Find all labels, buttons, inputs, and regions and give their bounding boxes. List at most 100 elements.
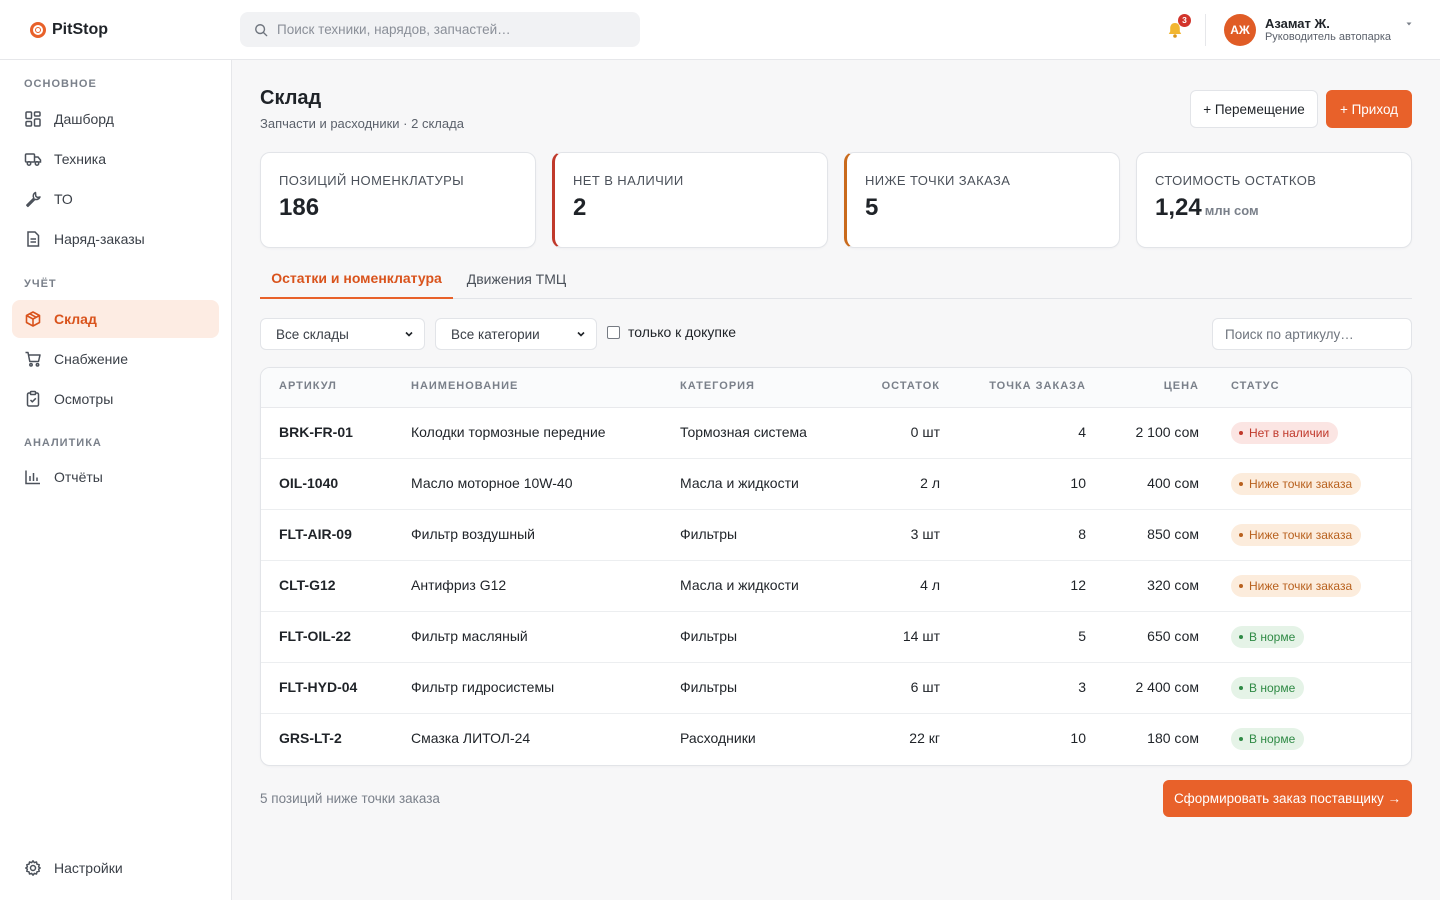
create-supplier-order-button[interactable]: Сформировать заказ поставщику → xyxy=(1163,780,1412,817)
status-badge: Ниже точки заказа xyxy=(1231,473,1362,495)
box-icon xyxy=(25,311,41,327)
cell-stock: 22 кг xyxy=(909,730,940,746)
cell-name: Фильтр воздушный xyxy=(411,526,535,542)
warehouse-select[interactable]: Все склады xyxy=(260,318,425,350)
reorder-only-filter[interactable]: только к докупке xyxy=(607,324,736,340)
column-header-name[interactable]: НАИМЕНОВАНИЕ xyxy=(411,380,519,392)
cell-name: Фильтр масляный xyxy=(411,628,528,644)
pitstop-logo-icon xyxy=(30,21,46,38)
table-row[interactable]: GRS-LT-2 Смазка ЛИТОЛ-24 Расходники 22 кг 10… xyxy=(261,714,1411,765)
cell-stock: 2 л xyxy=(920,475,940,491)
sidebar-item-procurement[interactable]: Снабжение xyxy=(12,340,219,378)
column-header-price[interactable]: ЦЕНА xyxy=(1163,380,1199,392)
sidebar-item-reports[interactable]: Отчёты xyxy=(12,458,219,496)
truck-icon xyxy=(24,153,42,166)
reorder-only-checkbox[interactable] xyxy=(607,325,620,339)
table-row[interactable]: OIL-1040 Масло моторное 10W-40 Масла и жид… xyxy=(261,459,1411,510)
sidebar-item-label: Снабжение xyxy=(54,351,128,367)
cell-category: Масла и жидкости xyxy=(680,577,799,593)
table-header: АРТИКУЛ НАИМЕНОВАНИЕ КАТЕГОРИЯ ОСТАТОК Т… xyxy=(261,368,1411,408)
sidebar-item-warehouse[interactable]: Склад xyxy=(12,300,219,338)
kpi-value: 5 xyxy=(865,194,879,221)
status-label: В норме xyxy=(1249,681,1296,695)
cell-sku: OIL-1040 xyxy=(279,475,339,491)
reorder-only-label: только к докупке xyxy=(628,324,737,340)
sidebar-item-work-orders[interactable]: Наряд-заказы xyxy=(12,220,219,258)
category-select-value: Все категории xyxy=(451,326,540,342)
cell-category: Масла и жидкости xyxy=(680,475,799,491)
status-badge: В норме xyxy=(1231,728,1305,750)
page-title: Склад xyxy=(260,87,322,109)
status-dot-icon xyxy=(1239,686,1243,690)
notification-count-badge: 3 xyxy=(1177,13,1191,27)
cell-sku: FLT-OIL-22 xyxy=(279,628,352,644)
status-label: В норме xyxy=(1249,630,1296,644)
cell-reorder-point: 5 xyxy=(1078,628,1086,644)
user-name: Азамат Ж. xyxy=(1264,15,1330,31)
table-row[interactable]: BRK-FR-01 Колодки тормозные передние Тормо… xyxy=(261,408,1411,459)
table-row[interactable]: FLT-HYD-04 Фильтр гидросистемы Фильтры 6 шт… xyxy=(261,663,1411,714)
transfer-button[interactable]: + Перемещение xyxy=(1190,90,1318,128)
column-header-stock[interactable]: ОСТАТОК xyxy=(881,380,940,392)
sidebar: ОСНОВНОЕ Дашборд Техника ТО Наряд-заказы… xyxy=(0,60,232,900)
status-label: Нет в наличии xyxy=(1249,426,1330,440)
warehouse-select-value: Все склады xyxy=(276,326,349,342)
sidebar-item-vehicles[interactable]: Техника xyxy=(12,140,219,178)
cell-sku: FLT-HYD-04 xyxy=(279,679,358,695)
column-header-category[interactable]: КАТЕГОРИЯ xyxy=(680,380,755,392)
global-search-input[interactable] xyxy=(277,22,617,37)
kpi-label: СТОИМОСТЬ ОСТАТКОВ xyxy=(1155,173,1317,188)
cell-sku: BRK-FR-01 xyxy=(279,424,353,440)
page-subtitle: Запчасти и расходники · 2 склада xyxy=(260,116,464,131)
status-badge: В норме xyxy=(1231,677,1305,699)
status-label: Ниже точки заказа xyxy=(1249,579,1353,593)
sidebar-item-label: Техника xyxy=(54,151,107,167)
notifications-button[interactable]: 3 xyxy=(1165,13,1191,40)
cell-stock: 3 шт xyxy=(910,526,940,542)
cell-price: 180 сом xyxy=(1147,730,1199,746)
kpi-label: НИЖЕ ТОЧКИ ЗАКАЗА xyxy=(865,173,1011,188)
column-header-reorder[interactable]: ТОЧКА ЗАКАЗА xyxy=(989,380,1086,392)
reorder-summary: 5 позиций ниже точки заказа xyxy=(260,791,440,806)
add-income-button[interactable]: + Приход xyxy=(1326,90,1412,128)
sidebar-section-title: АНАЛИТИКА xyxy=(24,437,102,449)
sku-search-input[interactable] xyxy=(1225,326,1405,342)
status-badge: Ниже точки заказа xyxy=(1231,575,1362,597)
table-row[interactable]: FLT-AIR-09 Фильтр воздушный Фильтры 3 шт 8 85… xyxy=(261,510,1411,561)
status-dot-icon xyxy=(1239,431,1243,435)
cell-stock: 0 шт xyxy=(910,424,940,440)
tab-stock[interactable]: Остатки и номенклатура xyxy=(260,258,453,299)
cell-stock: 14 шт xyxy=(902,628,940,644)
cell-name: Антифриз G12 xyxy=(411,577,507,593)
global-search[interactable] xyxy=(240,12,640,47)
status-dot-icon xyxy=(1239,584,1243,588)
sidebar-item-maintenance[interactable]: ТО xyxy=(12,180,219,218)
tab-movements[interactable]: Движения ТМЦ xyxy=(466,270,567,287)
tab-bar: Остатки и номенклатура Движения ТМЦ xyxy=(260,258,1412,299)
user-menu[interactable]: АЖ Азамат Ж. Руководитель автопарка xyxy=(1223,13,1414,46)
sidebar-item-label: Склад xyxy=(54,311,97,327)
sidebar-item-dashboard[interactable]: Дашборд xyxy=(12,100,219,138)
column-header-sku[interactable]: АРТИКУЛ xyxy=(279,380,337,392)
divider xyxy=(1204,13,1206,46)
cart-icon xyxy=(25,351,41,367)
column-header-status[interactable]: СТАТУС xyxy=(1231,380,1280,392)
sku-search[interactable] xyxy=(1212,318,1412,350)
sidebar-item-settings[interactable]: Настройки xyxy=(12,849,219,887)
sidebar-section-title: ОСНОВНОЕ xyxy=(24,78,97,90)
table-row[interactable]: CLT-G12 Антифриз G12 Масла и жидкости 4 л 12… xyxy=(261,561,1411,612)
sidebar-item-label: Дашборд xyxy=(54,111,114,127)
cell-name: Колодки тормозные передние xyxy=(411,424,606,440)
status-dot-icon xyxy=(1239,482,1243,486)
category-select[interactable]: Все категории xyxy=(435,318,597,350)
cell-category: Фильтры xyxy=(680,526,738,542)
table-row[interactable]: FLT-OIL-22 Фильтр масляный Фильтры 14 шт 5 65… xyxy=(261,612,1411,663)
sidebar-section-title: УЧЁТ xyxy=(24,278,57,290)
brand[interactable]: PitStop xyxy=(0,21,232,39)
sidebar-item-label: Настройки xyxy=(54,860,123,876)
kpi-card-total-items: ПОЗИЦИЙ НОМЕНКЛАТУРЫ 186 xyxy=(260,152,536,248)
sidebar-item-inspections[interactable]: Осмотры xyxy=(12,380,219,418)
kpi-card-out-of-stock: НЕТ В НАЛИЧИИ 2 xyxy=(552,152,828,248)
status-dot-icon xyxy=(1239,737,1243,741)
status-dot-icon xyxy=(1239,635,1243,639)
